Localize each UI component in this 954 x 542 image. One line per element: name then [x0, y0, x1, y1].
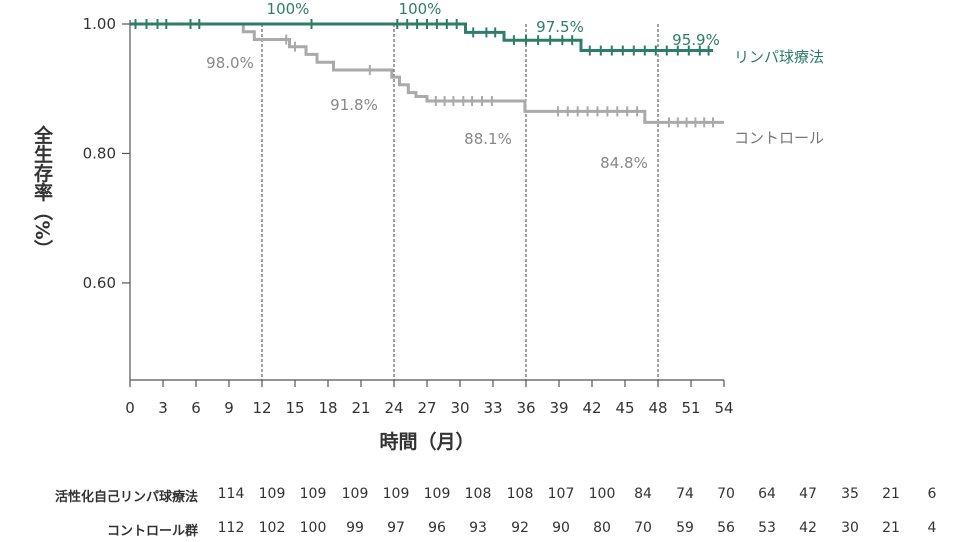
control-rate-label: 84.8% — [600, 154, 648, 172]
risk-value: 21 — [882, 486, 900, 502]
x-tick-label: 27 — [417, 399, 436, 417]
risk-value: 84 — [634, 486, 652, 502]
x-tick-label: 18 — [318, 399, 337, 417]
x-tick-label: 21 — [351, 399, 370, 417]
x-tick-label: 12 — [252, 399, 271, 417]
control-rate-label: 88.1% — [464, 130, 512, 148]
risk-value: 109 — [382, 486, 410, 502]
treatment-rate-label: 97.5% — [536, 18, 584, 36]
y-tick-label: 1.00 — [83, 15, 116, 33]
risk-value: 108 — [506, 486, 534, 502]
risk-row-treatment: 活性化自己リンパ球療法 114 109 109 109 109 109 108 108 107 1… — [0, 486, 954, 508]
risk-row-control: コントロール群 112 102 100 99 97 96 93 92 90 80 70 59 56 53 4… — [0, 520, 954, 542]
control-curve — [130, 22, 724, 124]
y-tick-label: 0.80 — [83, 144, 116, 162]
risk-row-label: コントロール群 — [106, 524, 198, 539]
risk-value: 107 — [547, 486, 575, 502]
risk-value: 53 — [758, 520, 776, 536]
risk-value: 112 — [217, 520, 245, 536]
risk-value: 102 — [258, 520, 286, 536]
treatment-rate-label: 100% — [267, 0, 310, 18]
risk-value: 70 — [634, 520, 652, 536]
risk-value: 80 — [593, 520, 611, 536]
risk-value: 4 — [927, 520, 937, 536]
y-tick-label: 0.60 — [83, 274, 116, 292]
x-tick-label: 39 — [549, 399, 568, 417]
control-rate-label: 98.0% — [206, 54, 254, 72]
risk-value: 109 — [299, 486, 327, 502]
x-tick-label: 0 — [125, 399, 135, 417]
x-tick-label: 42 — [582, 399, 601, 417]
x-tick-label: 30 — [450, 399, 469, 417]
x-tick-label: 48 — [648, 399, 667, 417]
risk-value: 70 — [717, 486, 735, 502]
legend-treatment: リンパ球療法 — [734, 48, 824, 66]
risk-value: 108 — [464, 486, 492, 502]
risk-value: 92 — [511, 520, 529, 536]
risk-value: 21 — [882, 520, 900, 536]
risk-value: 74 — [676, 486, 694, 502]
x-tick-label: 51 — [681, 399, 700, 417]
treatment-rate-label: 100% — [399, 0, 442, 18]
risk-value: 42 — [799, 520, 817, 536]
risk-value: 56 — [717, 520, 735, 536]
risk-value: 109 — [258, 486, 286, 502]
risk-value: 109 — [423, 486, 451, 502]
risk-value: 59 — [676, 520, 694, 536]
risk-value: 90 — [552, 520, 570, 536]
risk-value: 93 — [469, 520, 487, 536]
x-tick-label: 33 — [483, 399, 502, 417]
x-tick-label: 24 — [384, 399, 403, 417]
x-tick-label: 15 — [285, 399, 304, 417]
risk-row-label: 活性化自己リンパ球療法 — [54, 490, 198, 505]
treatment-rate-label: 95.9% — [672, 31, 720, 49]
risk-value: 109 — [341, 486, 369, 502]
risk-value: 114 — [217, 486, 245, 502]
risk-value: 100 — [588, 486, 616, 502]
control-rate-label: 91.8% — [330, 96, 378, 114]
legend-control: コントロール — [734, 129, 824, 147]
risk-value: 47 — [799, 486, 817, 502]
risk-value: 6 — [927, 486, 937, 502]
x-tick-label: 36 — [516, 399, 535, 417]
treatment-curve — [130, 22, 713, 52]
risk-value: 97 — [387, 520, 405, 536]
y-axis-title: 全生存率（%） — [31, 124, 54, 258]
risk-value: 64 — [758, 486, 776, 502]
risk-value: 100 — [299, 520, 327, 536]
x-tick-label: 45 — [615, 399, 634, 417]
x-tick-label: 54 — [714, 399, 733, 417]
risk-value: 30 — [841, 520, 859, 536]
risk-value: 96 — [428, 520, 446, 536]
risk-value: 35 — [841, 486, 859, 502]
x-tick-label: 9 — [224, 399, 234, 417]
risk-value: 99 — [346, 520, 364, 536]
x-tick-label: 3 — [158, 399, 168, 417]
x-axis-title: 時間（月） — [379, 430, 474, 453]
x-tick-label: 6 — [191, 399, 201, 417]
